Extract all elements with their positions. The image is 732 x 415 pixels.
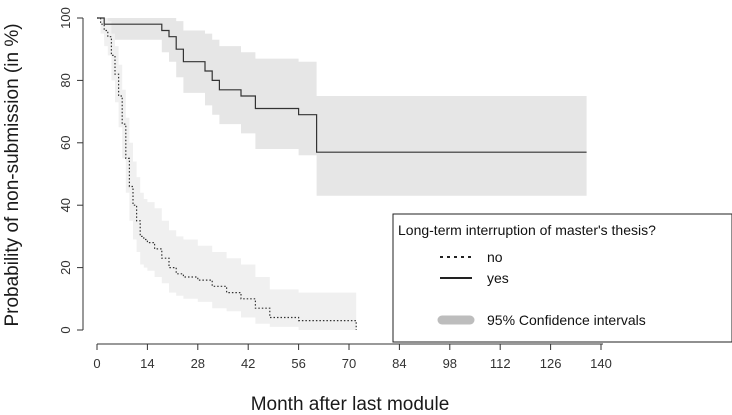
series-line-yes [97, 17, 587, 153]
y-tick-label: 80 [58, 73, 73, 87]
x-tick-label: 70 [342, 356, 356, 371]
y-tick-label: 60 [58, 136, 73, 150]
y-tick-label: 100 [58, 7, 73, 29]
y-tick-label: 0 [58, 326, 73, 333]
x-tick-label: 0 [93, 356, 100, 371]
ci-band-yes [97, 18, 587, 196]
legend-label-yes: yes [487, 270, 509, 286]
legend: Long-term interruption of master's thesi… [392, 213, 732, 343]
legend-title: Long-term interruption of master's thesi… [398, 222, 656, 238]
x-tick-label: 56 [291, 356, 305, 371]
x-tick-label: 42 [241, 356, 255, 371]
x-axis-ticks: 0 14 28 42 56 70 84 98 112 126 140 [93, 344, 612, 371]
x-axis-title: Month after last module [251, 394, 450, 415]
x-tick-label: 98 [443, 356, 457, 371]
legend-label-no: no [487, 249, 503, 265]
legend-label-ci: 95% Confidence intervals [487, 312, 646, 328]
x-tick-label: 84 [392, 356, 406, 371]
x-tick-label: 112 [490, 356, 511, 371]
y-tick-label: 40 [58, 198, 73, 212]
x-tick-label: 14 [140, 356, 154, 371]
y-axis-title: Probability of non-submission (in %) [2, 23, 23, 326]
survival-curve-layer [97, 17, 587, 330]
x-tick-label: 140 [590, 356, 612, 371]
x-tick-label: 28 [191, 356, 205, 371]
y-axis-ticks: 0 20 40 60 80 100 [58, 7, 83, 334]
x-tick-label: 126 [540, 356, 562, 371]
y-tick-label: 20 [58, 260, 73, 274]
